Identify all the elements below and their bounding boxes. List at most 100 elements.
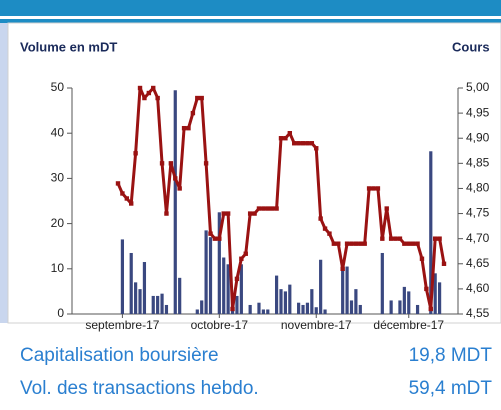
price-marker: [230, 306, 235, 312]
bar: [415, 304, 420, 314]
bar: [274, 275, 279, 314]
bar: [345, 266, 349, 314]
price-marker: [199, 95, 204, 101]
price-marker: [265, 206, 270, 211]
bar: [402, 286, 406, 314]
bar: [288, 284, 292, 314]
bar: [261, 309, 265, 314]
price-marker: [415, 241, 420, 246]
panel: [7, 22, 501, 324]
price-marker: [129, 201, 134, 206]
price-marker: [168, 161, 174, 166]
bar: [341, 264, 345, 314]
price-marker: [292, 141, 297, 146]
price-marker: [256, 206, 262, 211]
bar: [156, 295, 160, 314]
bar: [178, 277, 182, 314]
price-marker: [402, 241, 407, 246]
y2-tick-label: 4,90: [466, 130, 490, 144]
top-line: [0, 19, 501, 23]
y2-tick-label: 4,85: [466, 156, 490, 170]
y-tick-label: 10: [51, 261, 65, 275]
bar: [389, 300, 393, 314]
bar: [142, 262, 147, 314]
price-marker: [274, 206, 279, 211]
bar: [248, 304, 252, 314]
stat-label: Capitalisation boursière: [20, 345, 219, 366]
price-marker: [358, 241, 363, 246]
bar: [297, 302, 301, 314]
price-marker: [406, 241, 411, 246]
y-tick-label: 30: [51, 171, 65, 185]
price-marker: [234, 276, 240, 282]
price-marker: [441, 261, 447, 266]
bar: [358, 304, 362, 314]
price-marker: [432, 236, 438, 241]
bar: [217, 212, 221, 314]
x-tick-label: octobre-17: [191, 318, 249, 332]
bar: [314, 307, 318, 314]
price-marker: [203, 161, 209, 166]
price-marker: [331, 241, 337, 246]
price-marker: [300, 141, 306, 146]
bar: [134, 282, 138, 314]
y2-tick-label: 5,00: [466, 80, 490, 94]
price-marker: [137, 85, 143, 91]
price-marker: [120, 191, 125, 196]
price-marker: [159, 161, 165, 166]
price-marker: [371, 186, 376, 191]
top-gap: [0, 16, 501, 19]
price-marker: [195, 95, 200, 101]
stat-value: 59,4 mDT: [409, 378, 493, 399]
price-marker: [380, 236, 385, 241]
stat-label: Vol. des transactions hebdo.: [20, 378, 259, 399]
bar: [226, 264, 230, 314]
bar: [208, 237, 213, 314]
bar: [398, 300, 402, 314]
price-marker: [384, 206, 389, 211]
price-marker: [252, 211, 257, 216]
x-tick-label: décembre-17: [373, 318, 444, 332]
price-marker: [362, 241, 367, 246]
price-marker: [225, 211, 231, 216]
price-marker: [353, 241, 359, 246]
bar: [173, 90, 177, 314]
y-tick-label: 50: [51, 80, 65, 94]
price-marker: [375, 186, 381, 191]
price-marker: [309, 141, 315, 146]
bar: [407, 291, 411, 314]
price-marker: [261, 206, 266, 211]
price-marker: [287, 131, 293, 136]
price-marker: [296, 141, 301, 146]
bar: [200, 300, 204, 314]
bar: [323, 309, 327, 314]
bar: [437, 282, 442, 314]
price-marker: [366, 186, 372, 191]
y2-axis-title: Cours: [452, 39, 490, 54]
price-marker: [419, 256, 425, 261]
bar: [433, 273, 437, 314]
bar: [301, 304, 305, 314]
price-marker: [142, 95, 147, 101]
bar: [204, 230, 208, 314]
bar: [164, 304, 169, 314]
price-marker: [428, 306, 433, 312]
y2-tick-label: 4,65: [466, 256, 490, 270]
price-marker: [247, 211, 253, 216]
stat-value: 19,8 MDT: [409, 345, 493, 366]
price-marker: [190, 110, 196, 116]
bar: [151, 295, 155, 314]
bar: [429, 151, 433, 314]
bar: [354, 289, 358, 314]
price-marker: [424, 286, 429, 292]
price-marker: [155, 95, 160, 101]
price-marker: [327, 231, 332, 236]
x-tick-label: novembre-17: [281, 318, 352, 332]
bar: [283, 291, 288, 314]
y2-tick-label: 4,75: [466, 206, 490, 220]
bar: [305, 302, 310, 314]
bar: [120, 239, 125, 314]
price-marker: [344, 241, 350, 246]
